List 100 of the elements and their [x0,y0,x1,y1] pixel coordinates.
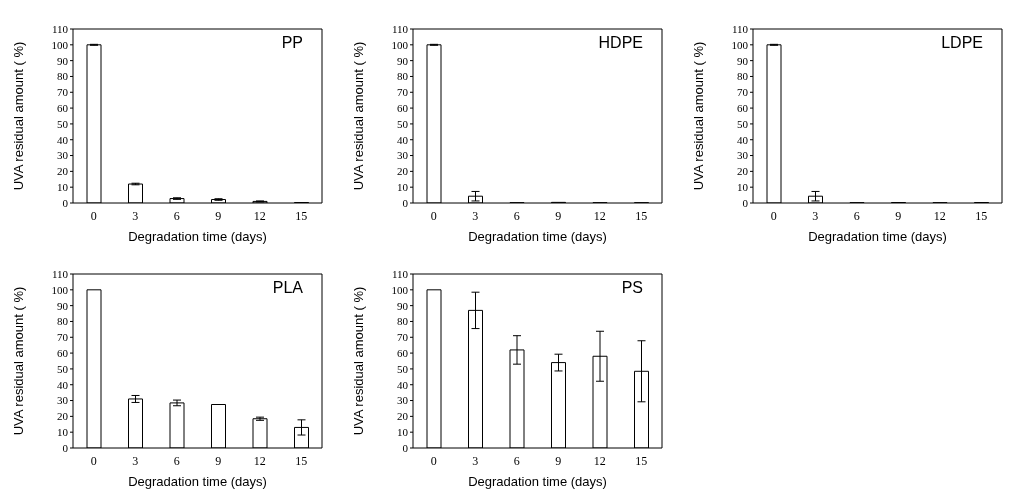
y-tick-label: 110 [731,22,749,35]
x-tick-label: 9 [555,208,562,223]
x-tick-label: 12 [593,208,606,223]
y-tick-label: 60 [737,102,749,114]
y-tick-label: 40 [397,378,409,391]
x-tick-label: 15 [295,208,308,223]
y-axis-title: UVA residual amount ( %) [10,286,26,436]
x-axis-title: Degradation time (days) [468,229,607,244]
y-tick-label: 70 [397,331,409,344]
x-tick-label: 6 [513,208,520,223]
y-tick-label: 80 [57,315,69,328]
y-tick-label: 50 [397,362,409,375]
y-tick-label: 100 [51,38,69,51]
y-tick-label: 40 [57,378,69,391]
y-tick-label: 90 [397,54,409,67]
y-tick-label: 30 [57,149,69,162]
x-tick-label: 9 [555,453,562,468]
y-axis-title: UVA residual amount ( %) [690,41,706,191]
y-tick-label: 60 [57,102,69,114]
y-tick-label: 90 [397,299,409,312]
y-tick-label: 20 [397,165,409,178]
x-tick-label: 3 [812,208,819,223]
x-tick-label: 0 [90,208,97,223]
y-tick-label: 90 [57,54,69,67]
y-tick-label: 30 [737,149,749,162]
x-tick-label: 6 [173,453,180,468]
y-tick-label: 0 [62,196,69,209]
y-tick-label: 100 [731,38,749,51]
x-tick-label: 3 [472,453,479,468]
chart-title: PP [281,34,303,52]
x-tick-label: 0 [90,453,97,468]
y-tick-label: 110 [51,267,69,280]
y-tick-label: 0 [402,196,409,209]
y-axis-title: UVA residual amount ( %) [350,286,366,436]
y-tick-label: 10 [57,426,69,439]
x-tick-label: 3 [132,453,139,468]
y-tick-label: 80 [57,70,69,83]
y-tick-label: 80 [397,315,409,328]
y-tick-label: 50 [57,362,69,375]
y-tick-label: 10 [397,426,409,439]
y-tick-label: 0 [402,441,409,454]
x-tick-label: 6 [513,453,520,468]
x-axis-title: Degradation time (days) [128,474,267,489]
x-tick-label: 0 [430,453,437,468]
y-tick-label: 30 [397,149,409,162]
y-tick-label: 10 [57,181,69,194]
y-tick-label: 110 [51,22,69,35]
x-tick-label: 6 [173,208,180,223]
y-tick-label: 60 [57,347,69,359]
x-tick-label: 15 [635,453,648,468]
x-tick-label: 0 [430,208,437,223]
y-tick-label: 50 [397,117,409,130]
chart-title: PS [621,279,643,297]
y-tick-label: 100 [391,38,409,51]
y-tick-label: 60 [397,102,409,114]
y-tick-label: 30 [57,394,69,407]
y-axis-title: UVA residual amount ( %) [350,41,366,191]
x-tick-label: 3 [472,208,479,223]
x-tick-label: 6 [853,208,860,223]
y-tick-label: 80 [397,70,409,83]
x-tick-label: 9 [215,453,222,468]
y-tick-label: 30 [397,394,409,407]
chart-title: PLA [272,279,303,297]
y-tick-label: 70 [737,86,749,99]
y-tick-label: 70 [397,86,409,99]
y-tick-label: 40 [57,133,69,146]
x-tick-label: 3 [132,208,139,223]
x-tick-label: 15 [635,208,648,223]
y-tick-label: 70 [57,86,69,99]
y-axis-title: UVA residual amount ( %) [10,41,26,191]
chart-title: LDPE [941,34,983,52]
y-tick-label: 60 [397,347,409,359]
y-tick-label: 80 [737,70,749,83]
y-tick-label: 20 [57,410,69,423]
y-tick-label: 20 [397,410,409,423]
x-tick-label: 12 [933,208,946,223]
y-tick-label: 100 [391,283,409,296]
y-tick-label: 20 [57,165,69,178]
x-tick-label: 9 [895,208,902,223]
y-tick-label: 90 [737,54,749,67]
y-tick-label: 50 [737,117,749,130]
chart-title: HDPE [598,34,643,52]
x-tick-label: 12 [253,208,266,223]
y-tick-label: 20 [737,165,749,178]
y-tick-label: 40 [397,133,409,146]
y-tick-label: 110 [391,22,409,35]
y-tick-label: 90 [57,299,69,312]
y-tick-label: 0 [742,196,749,209]
x-axis-title: Degradation time (days) [468,474,607,489]
x-tick-label: 15 [975,208,988,223]
y-tick-label: 100 [51,283,69,296]
x-tick-label: 12 [593,453,606,468]
x-tick-label: 12 [253,453,266,468]
y-tick-label: 0 [62,441,69,454]
x-tick-label: 15 [295,453,308,468]
x-axis-title: Degradation time (days) [808,229,947,244]
y-tick-label: 10 [737,181,749,194]
y-tick-label: 50 [57,117,69,130]
y-tick-label: 10 [397,181,409,194]
x-axis-title: Degradation time (days) [128,229,267,244]
